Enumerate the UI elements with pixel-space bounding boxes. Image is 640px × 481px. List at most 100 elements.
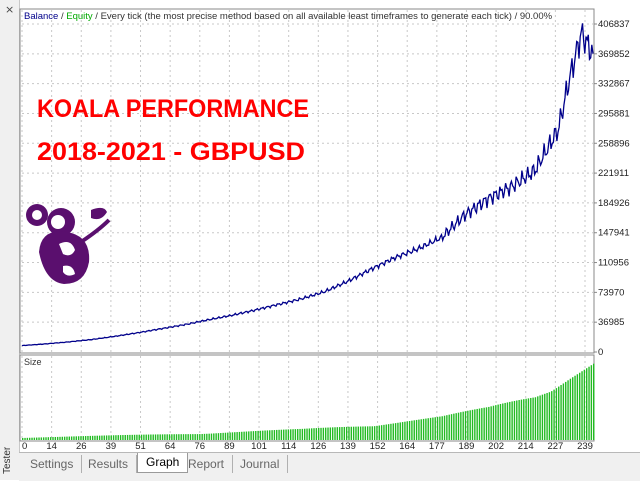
volume-bar [588,366,590,440]
volume-bar [397,422,399,440]
volume-bar [520,399,523,440]
volume-bar [392,423,394,440]
y-tick-label: 36985 [598,317,624,328]
volume-bar [129,434,131,440]
volume-bar [112,435,115,440]
y-tick-label: 406837 [598,19,630,30]
volume-bar [87,435,89,440]
volume-bar [208,433,210,440]
volume-bar [252,431,255,440]
volume-bar [408,421,411,440]
volume-bar [234,432,236,440]
volume-bar [532,397,534,440]
volume-bar [292,429,294,440]
volume-bar [175,434,178,440]
tab-journal[interactable]: Journal [232,455,289,473]
volume-bar [89,435,91,440]
volume-bar [541,394,544,440]
volume-bar [259,430,262,440]
volume-bar [138,434,140,440]
volume-bar [117,435,119,440]
volume-bar [280,429,283,440]
legend-info: Every tick (the most precise method base… [101,11,553,22]
volume-bar [122,435,124,440]
y-tick-label: 110956 [598,258,629,269]
volume-bar [126,434,129,440]
volume-bar [518,400,520,440]
volume-bar [255,431,257,440]
volume-bar [310,428,313,440]
volume-bar [448,414,450,440]
volume-bar [401,422,404,440]
volume-bar [418,419,420,440]
volume-bar [152,434,154,440]
volume-bar [173,434,175,440]
volume-bar [546,392,548,440]
volume-bar [147,434,150,440]
volume-bar [572,377,574,440]
volume-bar [499,404,502,440]
volume-bar [140,434,143,440]
volume-bar [220,433,222,440]
y-tick-label: 332867 [598,79,630,90]
volume-bar [131,434,133,440]
volume-bar [506,402,509,440]
volume-bar [52,437,54,440]
volume-bar [502,403,504,440]
volume-bar [22,437,24,440]
volume-bar [569,378,572,440]
volume-bar [348,426,350,440]
volume-bar [420,419,422,440]
x-tick-label: 39 [106,441,117,452]
volume-bar [336,427,339,440]
tab-results[interactable]: Results [80,455,138,473]
volume-bar [436,416,439,440]
volume-bar [47,437,50,440]
volume-bar [355,426,357,440]
volume-label: Size [24,357,42,367]
tab-settings[interactable]: Settings [22,455,83,473]
x-tick-label: 89 [224,441,235,452]
volume-bar [590,365,593,440]
volume-bar [161,434,164,440]
volume-bar [509,401,511,440]
volume-bar [429,417,432,440]
volume-bar [213,433,215,440]
volume-bar [511,401,513,440]
volume-bar [241,431,243,440]
volume-bar [75,436,78,440]
volume-bar [364,426,366,440]
volume-bar [432,417,434,440]
x-tick-label: 164 [399,441,415,452]
volume-bar [210,433,213,440]
volume-bar [26,437,29,440]
volume-bar [180,434,182,440]
volume-bar [350,426,353,440]
volume-bar [383,424,385,440]
volume-bar [80,436,82,440]
volume-bar [276,429,278,440]
tab-report[interactable]: Report [180,455,234,473]
tester-side-strip: × Tester [0,0,20,480]
volume-bar [313,428,315,440]
volume-bar [427,418,429,440]
volume-bar [278,429,280,440]
volume-bar [434,417,436,440]
close-icon[interactable]: × [5,3,15,16]
volume-bar [422,418,425,440]
tab-graph[interactable]: Graph [137,453,189,473]
volume-bar [481,408,483,440]
x-tick-label: 0 [22,441,27,452]
volume-bar [439,416,441,440]
volume-bar [306,428,308,440]
volume-bar [359,426,362,440]
volume-bar [45,437,47,440]
volume-bar [115,435,117,440]
volume-bar [413,420,415,440]
x-tick-label: 76 [195,441,206,452]
volume-bar [243,431,245,440]
volume-bar [376,425,378,440]
y-tick-label: 221911 [598,168,629,179]
x-tick-label: 202 [488,441,504,452]
volume-bar [143,434,145,440]
